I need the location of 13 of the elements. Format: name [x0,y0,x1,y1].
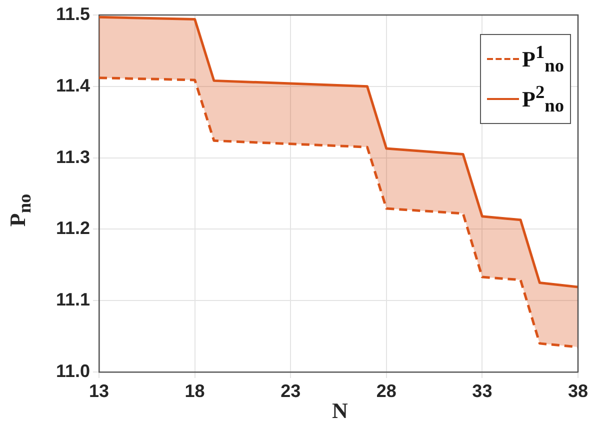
x-axis-title: N [332,398,348,423]
y-tick-label: 11.2 [56,218,90,238]
y-tick-label: 11.4 [56,75,90,96]
y-tick-label: 11.0 [56,360,90,381]
x-tick-label: 13 [88,380,110,401]
y-tick-label: 11.1 [56,290,90,310]
x-tick-label: 33 [472,380,492,401]
y-tick-label: 11.5 [56,4,90,24]
y-tick-label: 11.3 [56,146,90,167]
x-tick-label: 18 [184,380,205,401]
x-tick-label: 28 [376,380,396,401]
x-tick-label: 23 [280,380,301,401]
x-tick-label: 38 [568,380,588,401]
